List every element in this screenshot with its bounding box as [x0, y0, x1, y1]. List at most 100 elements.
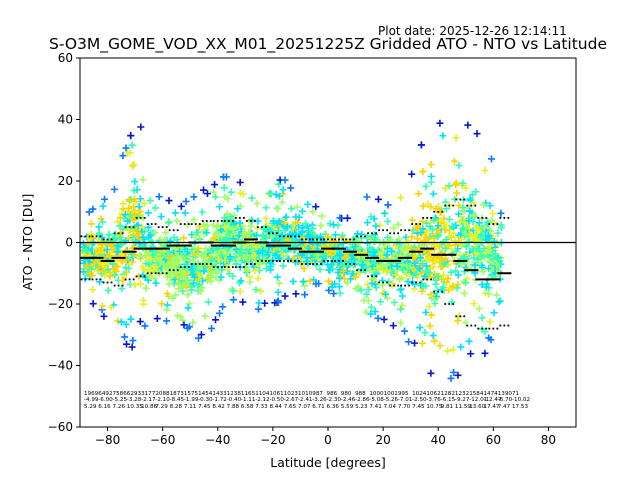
scatter-point — [454, 317, 462, 325]
scatter-point — [432, 292, 440, 300]
scatter-point — [232, 245, 240, 253]
scatter-point — [266, 189, 274, 197]
scatter-point — [370, 259, 378, 267]
scatter-point — [369, 275, 377, 283]
scatter-point — [481, 349, 489, 357]
scatter-point — [416, 254, 424, 262]
scatter-point — [450, 157, 458, 165]
std-marker — [99, 278, 102, 281]
std-marker — [165, 226, 168, 229]
scatter-point — [359, 261, 367, 269]
scatter-point — [422, 308, 430, 316]
bin-stat-value: 8.44 — [269, 404, 282, 410]
scatter-point — [329, 237, 337, 245]
scatter-point — [134, 221, 142, 229]
std-marker — [426, 217, 429, 219]
scatter-point — [473, 130, 481, 138]
scatter-point — [121, 211, 129, 219]
scatter-point — [117, 318, 125, 326]
std-marker — [242, 266, 245, 268]
std-marker — [400, 229, 403, 232]
scatter-point — [454, 271, 462, 279]
scatter-point — [165, 280, 173, 288]
scatter-point — [201, 312, 209, 320]
scatter-point — [416, 324, 424, 332]
std-marker — [168, 269, 171, 272]
scatter-point — [452, 134, 460, 142]
scatter-point — [225, 270, 233, 278]
scatter-point — [107, 303, 115, 311]
bin-stat-value: 1584 — [469, 391, 484, 397]
scatter-point — [418, 269, 426, 277]
scatter-point — [452, 179, 460, 187]
scatter-point — [384, 217, 392, 225]
scatter-point — [105, 231, 113, 239]
statistics-lines — [80, 198, 512, 330]
bin-stat-value: 7.47 — [498, 404, 511, 410]
scatter-point — [467, 350, 475, 358]
scatter-point — [446, 284, 454, 292]
scatter-point — [106, 252, 114, 260]
scatter-point — [252, 286, 260, 294]
scatter-point — [413, 235, 421, 243]
scatter-point — [273, 219, 281, 227]
scatter-point — [247, 222, 255, 230]
std-marker — [154, 223, 157, 225]
bin-stat-value: 5.29 — [84, 404, 97, 410]
std-marker — [179, 223, 182, 225]
std-marker — [253, 220, 256, 222]
scatter-point — [122, 256, 130, 264]
scatter-point — [125, 226, 133, 234]
scatter-point — [438, 255, 446, 263]
scatter-point — [379, 266, 387, 274]
scatter-point — [137, 123, 145, 131]
scatter-point — [448, 222, 456, 230]
scatter-point — [320, 252, 328, 260]
y-tick-label: 20 — [58, 174, 73, 188]
scatter-point — [165, 197, 173, 205]
std-marker — [452, 303, 455, 305]
scatter-point — [145, 250, 153, 258]
bin-stat-value: 5.23 — [355, 404, 368, 410]
std-marker — [205, 220, 208, 222]
scatter-point — [470, 254, 478, 262]
scatter-point — [425, 303, 433, 311]
std-marker — [437, 290, 440, 293]
std-marker — [367, 275, 369, 278]
std-marker — [227, 220, 230, 222]
std-marker — [426, 278, 429, 281]
scatter-point — [282, 213, 290, 221]
std-marker — [256, 260, 259, 262]
scatter-point — [129, 162, 137, 170]
scatter-point — [398, 301, 406, 309]
std-marker — [223, 220, 226, 222]
std-marker — [253, 263, 256, 265]
bin-stat-value: 1010 — [298, 391, 313, 397]
scatter-point — [262, 265, 270, 273]
scatter-point — [397, 319, 405, 327]
std-marker — [275, 232, 278, 235]
scatter-point — [133, 186, 141, 194]
scatter-point — [278, 198, 286, 206]
scatter-point — [246, 273, 254, 281]
bin-stat-value: 1232 — [455, 391, 469, 397]
scatter-point — [493, 261, 501, 269]
scatter-point — [436, 217, 444, 225]
std-marker — [342, 238, 344, 241]
scatter-point — [462, 230, 470, 238]
bin-stat-value: -2.12 — [255, 397, 269, 403]
std-marker — [459, 315, 462, 318]
std-marker — [360, 269, 362, 272]
scatter-point — [383, 268, 391, 276]
scatter-point — [125, 204, 133, 212]
scatter-point — [198, 284, 206, 292]
scatter-point — [180, 234, 188, 242]
std-marker — [279, 260, 281, 262]
std-marker — [415, 223, 418, 225]
std-marker — [389, 284, 392, 287]
scatter-point — [479, 264, 487, 272]
scatter-point — [190, 250, 198, 258]
scatter-point — [229, 296, 237, 304]
scatter-point — [456, 233, 464, 241]
std-marker — [499, 217, 502, 219]
